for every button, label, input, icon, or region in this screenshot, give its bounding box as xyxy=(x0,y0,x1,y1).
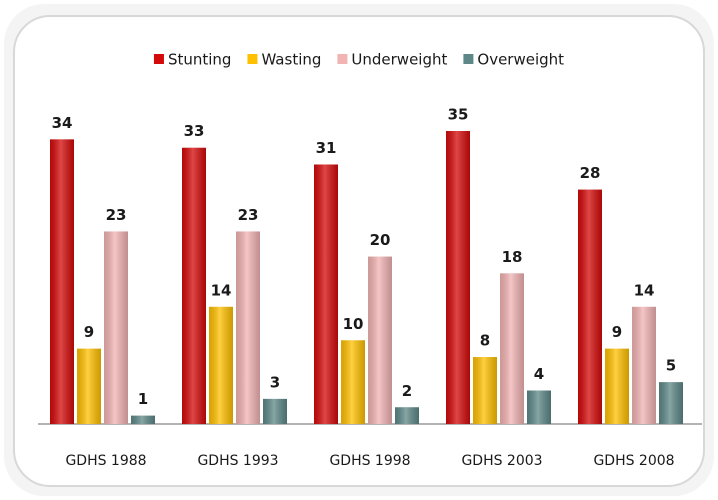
bar-shine xyxy=(632,306,656,424)
bar-shine xyxy=(104,231,128,424)
legend-swatch xyxy=(337,54,348,64)
bar-shine xyxy=(500,273,524,424)
x-tick-label: GDHS 2003 xyxy=(461,453,542,469)
data-label: 34 xyxy=(52,114,73,132)
legend-label: Stunting xyxy=(168,51,232,69)
bar-shine xyxy=(209,306,233,424)
bar-shine xyxy=(446,131,470,424)
x-tick-label: GDHS 1998 xyxy=(329,453,410,469)
data-label: 35 xyxy=(448,106,469,124)
data-label: 2 xyxy=(402,382,412,400)
data-label: 31 xyxy=(316,139,337,157)
bar-shine xyxy=(314,164,338,424)
bar-shine xyxy=(77,348,101,424)
bar-shine xyxy=(131,415,155,424)
data-label: 18 xyxy=(502,248,523,266)
data-label: 9 xyxy=(612,323,622,341)
bar-shine xyxy=(182,147,206,424)
bar-shine xyxy=(341,340,365,424)
data-label: 1 xyxy=(138,390,148,408)
legend-swatch xyxy=(153,54,164,64)
data-label: 28 xyxy=(580,164,601,182)
data-label: 14 xyxy=(211,281,232,299)
bar-shine xyxy=(236,231,260,424)
legend-label: Wasting xyxy=(261,51,321,69)
bar-shine xyxy=(368,256,392,424)
bar-shine xyxy=(527,390,551,424)
data-label: 20 xyxy=(370,231,391,249)
data-label: 23 xyxy=(106,206,127,224)
bar-shine xyxy=(659,382,683,424)
legend-swatch xyxy=(463,54,474,64)
legend-label: Overweight xyxy=(477,51,564,69)
data-label: 14 xyxy=(634,281,655,299)
bar-shine xyxy=(395,407,419,424)
x-tick-label: GDHS 1988 xyxy=(65,453,146,469)
data-label: 5 xyxy=(666,357,676,375)
legend-swatch xyxy=(247,54,258,64)
data-label: 33 xyxy=(184,122,205,140)
bar-shine xyxy=(50,139,74,424)
x-tick-label: GDHS 1993 xyxy=(197,453,278,469)
data-label: 3 xyxy=(270,373,280,391)
data-label: 8 xyxy=(480,332,490,350)
data-label: 10 xyxy=(343,315,364,333)
bar-shine xyxy=(605,348,629,424)
bar-shine xyxy=(473,357,497,424)
bar-shine xyxy=(578,189,602,424)
data-label: 4 xyxy=(534,365,544,383)
x-tick-label: GDHS 2008 xyxy=(593,453,674,469)
data-label: 23 xyxy=(238,206,259,224)
bar-shine xyxy=(263,398,287,424)
legend-label: Underweight xyxy=(351,51,447,69)
data-label: 9 xyxy=(84,323,94,341)
